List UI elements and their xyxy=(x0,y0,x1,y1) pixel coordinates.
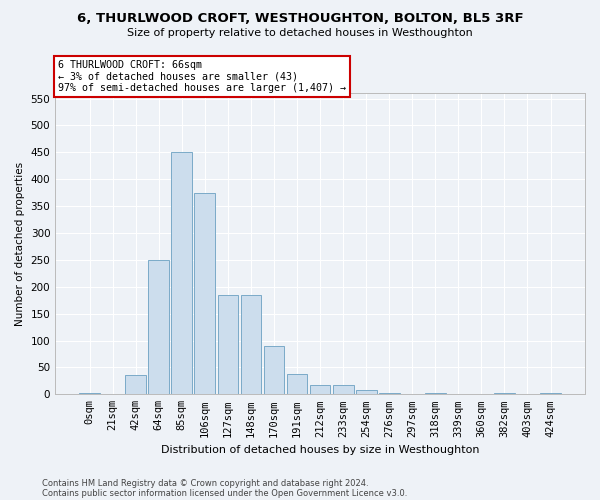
Text: 6 THURLWOOD CROFT: 66sqm
← 3% of detached houses are smaller (43)
97% of semi-de: 6 THURLWOOD CROFT: 66sqm ← 3% of detache… xyxy=(58,60,346,93)
Text: 6, THURLWOOD CROFT, WESTHOUGHTON, BOLTON, BL5 3RF: 6, THURLWOOD CROFT, WESTHOUGHTON, BOLTON… xyxy=(77,12,523,26)
Text: Contains public sector information licensed under the Open Government Licence v3: Contains public sector information licen… xyxy=(42,488,407,498)
Bar xyxy=(218,295,238,394)
Bar xyxy=(194,192,215,394)
Bar xyxy=(540,392,561,394)
Bar xyxy=(79,392,100,394)
X-axis label: Distribution of detached houses by size in Westhoughton: Distribution of detached houses by size … xyxy=(161,445,479,455)
Bar xyxy=(172,152,192,394)
Text: Size of property relative to detached houses in Westhoughton: Size of property relative to detached ho… xyxy=(127,28,473,38)
Bar xyxy=(287,374,307,394)
Bar xyxy=(333,384,353,394)
Text: Contains HM Land Registry data © Crown copyright and database right 2024.: Contains HM Land Registry data © Crown c… xyxy=(42,478,368,488)
Bar xyxy=(241,295,262,394)
Bar xyxy=(356,390,377,394)
Bar xyxy=(379,392,400,394)
Y-axis label: Number of detached properties: Number of detached properties xyxy=(15,162,25,326)
Bar xyxy=(310,384,331,394)
Bar xyxy=(494,392,515,394)
Bar xyxy=(263,346,284,395)
Bar xyxy=(125,376,146,394)
Bar xyxy=(425,392,446,394)
Bar xyxy=(148,260,169,394)
